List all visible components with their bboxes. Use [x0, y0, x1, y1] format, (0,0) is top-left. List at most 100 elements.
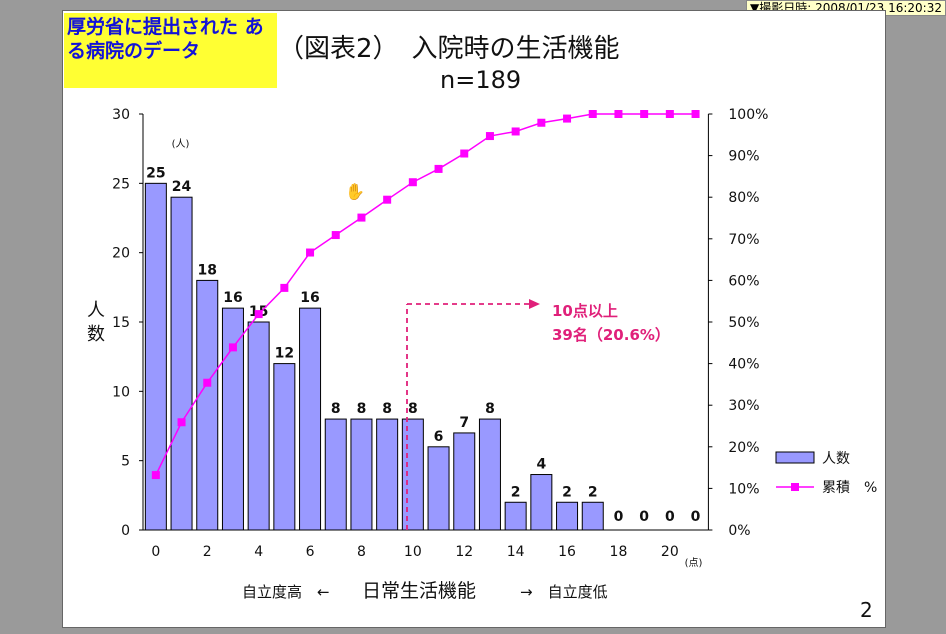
bar-value-label: 4 [536, 457, 546, 473]
y2-tick-label: 90% [728, 149, 759, 165]
y2-tick-label: 40% [728, 357, 759, 373]
y2-tick-label: 60% [728, 273, 759, 289]
annotation-arrow-head [529, 299, 540, 309]
chart-subtitle: n=189 [440, 66, 522, 94]
bar-value-label: 2 [588, 484, 598, 500]
x-tick-label: 4 [254, 544, 263, 560]
y2-tick-label: 100% [728, 107, 768, 123]
bar [504, 501, 527, 531]
cumulative-marker [640, 110, 649, 118]
y-unit-label: (人) [172, 138, 190, 150]
bar [170, 196, 193, 531]
y-tick-label: 10 [112, 384, 130, 400]
bar-value-label: 8 [331, 401, 341, 417]
bar [401, 418, 424, 531]
cumulative-marker [691, 110, 700, 118]
hand-cursor-icon: ✋ [345, 182, 365, 201]
bar-value-label: 7 [459, 415, 469, 431]
cumulative-marker [151, 471, 160, 480]
x-tick-label: 8 [357, 544, 366, 560]
y-tick-label: 30 [112, 107, 130, 123]
cumulative-marker [563, 114, 572, 123]
x-tick-label: 16 [558, 544, 576, 560]
x-tick-label: 18 [610, 544, 628, 560]
bar [324, 418, 347, 531]
bar [247, 321, 270, 531]
cumulative-marker [203, 378, 212, 387]
bar-value-label: 16 [300, 290, 319, 306]
x-axis-label-right: → 自立度低 [520, 583, 608, 601]
cumulative-marker [665, 110, 674, 118]
bar-value-label: 8 [357, 401, 367, 417]
cumulative-marker [460, 149, 469, 158]
bar-value-label: 0 [639, 509, 649, 525]
y-tick-label: 20 [112, 246, 130, 262]
cumulative-marker [511, 127, 520, 136]
cumulative-marker [614, 110, 623, 118]
y-tick-label: 5 [121, 454, 130, 470]
cumulative-marker [254, 310, 263, 319]
y-tick-label: 15 [112, 315, 130, 331]
slide-number: 2 [860, 598, 873, 622]
cumulative-marker [434, 164, 443, 173]
annotation-line1: 10点以上 [552, 302, 618, 320]
legend-line-marker [791, 483, 799, 491]
bar [144, 182, 167, 531]
cumulative-marker [485, 132, 494, 141]
cumulative-marker [537, 118, 546, 127]
bar-value-label: 16 [223, 290, 242, 306]
x-tick-label: 14 [507, 544, 525, 560]
x-tick-label: 6 [306, 544, 315, 560]
legend-line-label: 累積 % [822, 480, 877, 496]
bar [299, 307, 322, 531]
yellow-note: 厚労省に提出された ある病院のデータ [64, 13, 277, 88]
y2-tick-label: 30% [728, 398, 759, 414]
bar-value-label: 12 [275, 346, 294, 362]
bar-value-label: 0 [665, 509, 675, 525]
legend-bar-label: 人数 [822, 451, 850, 467]
bar [427, 446, 450, 531]
bar [581, 501, 604, 531]
cumulative-marker [408, 178, 417, 187]
bar-value-label: 2 [562, 484, 572, 500]
cumulative-marker [383, 195, 392, 204]
cumulative-marker [357, 213, 366, 222]
bar-value-label: 8 [408, 401, 418, 417]
bar [273, 363, 296, 531]
bar [376, 418, 399, 531]
bar-value-label: 25 [146, 165, 165, 181]
x-tick-label: 12 [455, 544, 473, 560]
bar-value-label: 8 [485, 401, 495, 417]
bar [196, 279, 219, 531]
y2-tick-label: 70% [728, 232, 759, 248]
chart-title: （図表2） 入院時の生活機能 [278, 34, 620, 64]
cumulative-line [155, 113, 696, 476]
bar-value-label: 0 [691, 509, 701, 525]
x-tick-label: 10 [404, 544, 422, 560]
y2-tick-label: 10% [728, 481, 759, 497]
cumulative-marker [331, 231, 340, 240]
x-axis-label-left: 自立度高 ← [242, 583, 330, 601]
bar [530, 474, 553, 531]
x-tick-label: 0 [151, 544, 160, 560]
y-axis-label-char: 人 [87, 300, 105, 321]
bar [453, 432, 476, 531]
bar [221, 307, 244, 531]
legend-bar-swatch [775, 451, 815, 464]
y-tick-label: 0 [121, 523, 130, 539]
x-unit-label: (点) [685, 557, 703, 569]
cumulative-marker [228, 343, 237, 352]
y2-tick-label: 20% [728, 440, 759, 456]
bar-value-label: 18 [198, 262, 217, 278]
bar [478, 418, 501, 531]
bar [350, 418, 373, 531]
cumulative-marker [588, 110, 597, 118]
bar [556, 501, 579, 531]
bar-value-label: 8 [382, 401, 392, 417]
bar-value-label: 24 [172, 179, 192, 195]
x-tick-label: 2 [203, 544, 212, 560]
x-axis-label-center: 日常生活機能 [362, 580, 476, 602]
y-tick-label: 25 [112, 176, 130, 192]
y2-tick-label: 80% [728, 190, 759, 206]
